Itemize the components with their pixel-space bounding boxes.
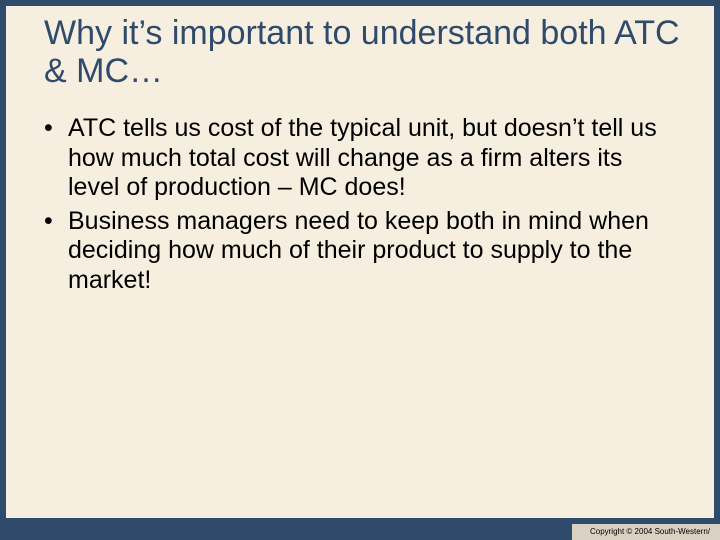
title-area: Why it’s important to understand both AT… (44, 14, 684, 90)
slide-title: Why it’s important to understand both AT… (44, 14, 684, 90)
content-area: Why it’s important to understand both AT… (6, 6, 714, 518)
body-area: ATC tells us cost of the typical unit, b… (44, 114, 674, 299)
slide-root: Why it’s important to understand both AT… (0, 0, 720, 540)
copyright-text: Copyright © 2004 South-Western/ (590, 527, 710, 536)
list-item: Business managers need to keep both in m… (44, 207, 674, 296)
bullet-list: ATC tells us cost of the typical unit, b… (44, 114, 674, 295)
list-item: ATC tells us cost of the typical unit, b… (44, 114, 674, 203)
copyright-bar: Copyright © 2004 South-Western/ (572, 524, 720, 540)
